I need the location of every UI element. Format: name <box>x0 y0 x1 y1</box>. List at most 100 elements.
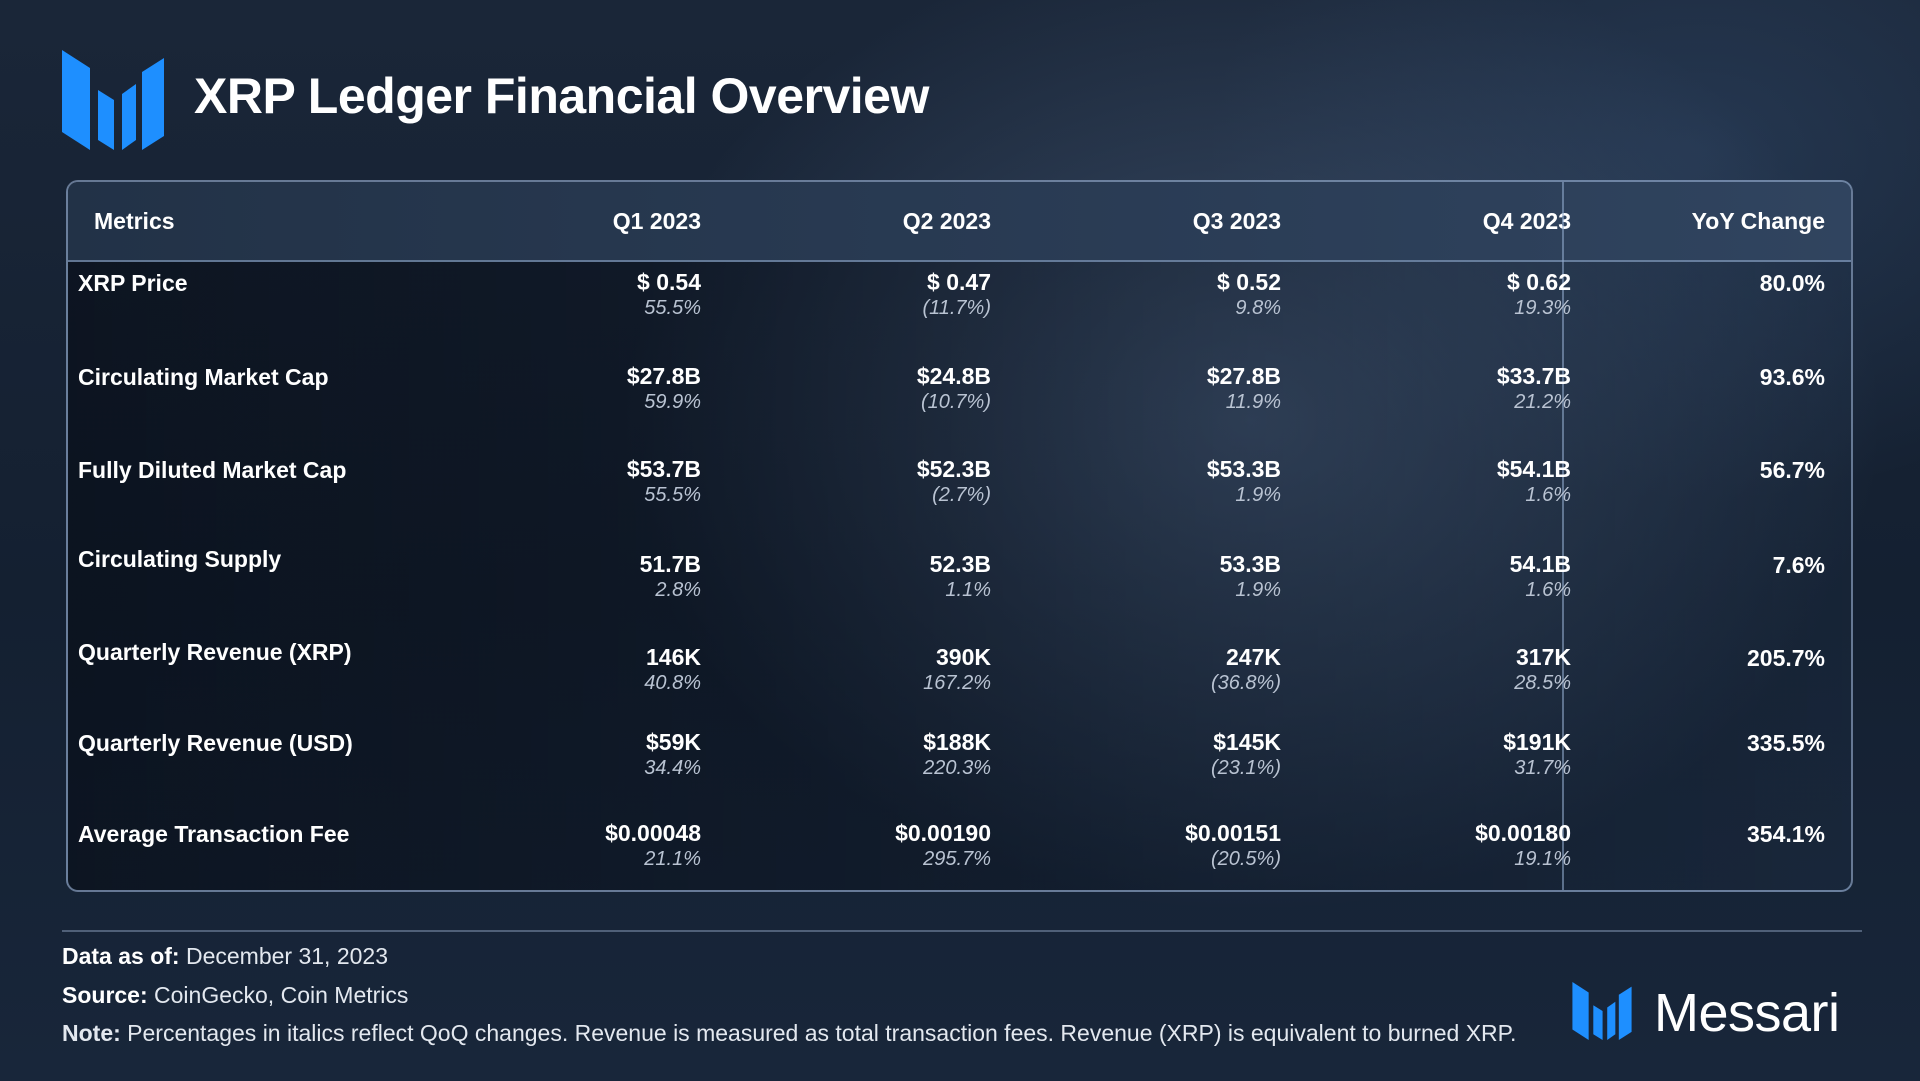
quarter-cell: $59K 34.4% <box>644 728 701 780</box>
quarter-value: 317K <box>1516 644 1571 670</box>
column-header-q4: Q4 2023 <box>1482 208 1571 234</box>
qoq-change: 55.5% <box>644 484 701 506</box>
table-row: Circulating Supply 51.7B 2.8% 52.3B 1.1% 53.3… <box>68 544 1851 634</box>
quarter-cell: 247K (36.8%) <box>1211 643 1281 695</box>
qoq-change: 21.1% <box>644 848 701 870</box>
note-value: Percentages in italics reflect QoQ chang… <box>127 1020 1517 1046</box>
brand: Messari <box>1572 982 1872 1042</box>
quarter-cell: $ 0.47 (11.7%) <box>922 268 991 320</box>
yoy-change: 56.7% <box>1759 457 1825 483</box>
yoy-column-divider <box>1562 182 1564 890</box>
quarter-value: $33.7B <box>1496 363 1571 389</box>
metric-label-xrp-price: XRP Price <box>78 270 188 296</box>
column-header-metrics: Metrics <box>94 208 175 234</box>
qoq-change: 1.6% <box>1525 579 1571 601</box>
note-label: Note: <box>62 1020 121 1046</box>
quarter-cell: $188K 220.3% <box>923 728 991 780</box>
quarter-cell: 52.3B 1.1% <box>930 550 991 602</box>
qoq-change: 11.9% <box>1225 391 1281 413</box>
table-row: XRP Price $ 0.54 55.5% $ 0.47 (11.7%) $ 0.52 9… <box>68 268 1851 358</box>
qoq-change: 59.9% <box>644 391 701 413</box>
quarter-value: 51.7B <box>639 551 701 577</box>
table-row: Quarterly Revenue (XRP) 146K 40.8% 390K 167.… <box>68 637 1851 727</box>
quarter-cell: $0.00151 (20.5%) <box>1185 819 1281 871</box>
quarter-value: $ 0.47 <box>927 269 991 295</box>
column-header-q1: Q1 2023 <box>612 208 701 234</box>
quarter-value: 247K <box>1226 644 1281 670</box>
qoq-change: (23.1%) <box>1210 757 1281 779</box>
yoy-change: 7.6% <box>1772 552 1825 578</box>
table-row: Circulating Market Cap $27.8B 59.9% $24.8B(… <box>68 362 1851 452</box>
table-row: Fully Diluted Market Cap $53.7B 55.5% $52.3… <box>68 455 1851 545</box>
qoq-change: 167.2% <box>923 672 991 694</box>
qoq-change: 1.9% <box>1235 484 1281 506</box>
qoq-change: 2.8% <box>655 579 701 601</box>
quarter-cell: 53.3B 1.9% <box>1220 550 1281 602</box>
qoq-change: 21.2% <box>1514 391 1571 413</box>
qoq-change: 220.3% <box>923 757 991 779</box>
quarter-value: $188K <box>923 729 991 755</box>
table-row: Quarterly Revenue (USD) $59K 34.4% $188K 220… <box>68 728 1851 818</box>
quarter-value: 390K <box>936 644 991 670</box>
quarter-cell: $27.8B 11.9% <box>1207 362 1281 414</box>
quarter-value: $24.8B <box>916 363 991 389</box>
quarter-cell: $27.8B 59.9% <box>627 362 701 414</box>
qoq-change: (11.7%) <box>922 297 991 319</box>
qoq-change: 1.9% <box>1235 579 1281 601</box>
quarter-value: $0.00190 <box>895 820 991 846</box>
quarter-cell: $0.00180 19.1% <box>1475 819 1571 871</box>
quarter-value: $ 0.54 <box>637 269 701 295</box>
quarter-value: $54.1B <box>1496 456 1571 482</box>
quarter-cell: $33.7B 21.2% <box>1497 362 1571 414</box>
quarter-value: $52.3B <box>916 456 991 482</box>
qoq-change: 34.4% <box>644 757 701 779</box>
qoq-change: 28.5% <box>1514 672 1571 694</box>
qoq-change: (20.5%) <box>1210 848 1281 870</box>
qoq-change: 295.7% <box>923 848 991 870</box>
quarter-cell: 146K 40.8% <box>644 643 701 695</box>
qoq-change: 55.5% <box>644 297 701 319</box>
qoq-change: (10.7%) <box>920 391 991 413</box>
table-header-row: Metrics Q1 2023 Q2 2023 Q3 2023 Q4 2023 … <box>68 182 1851 262</box>
quarter-cell: $0.00048 21.1% <box>605 819 701 871</box>
quarter-value: $27.8B <box>626 363 701 389</box>
data-as-of: Data as of: December 31, 2023 <box>62 941 388 971</box>
quarter-value: $145K <box>1213 729 1281 755</box>
qoq-change: (2.7%) <box>932 484 991 506</box>
quarter-cell: $ 0.54 55.5% <box>637 268 701 320</box>
quarter-value: $191K <box>1503 729 1571 755</box>
footer-divider <box>62 930 1862 932</box>
quarter-cell: $53.3B 1.9% <box>1207 455 1281 507</box>
quarter-value: $27.8B <box>1206 363 1281 389</box>
qoq-change: 19.1% <box>1514 848 1571 870</box>
qoq-change: 31.7% <box>1514 757 1571 779</box>
brand-name: Messari <box>1654 983 1840 1043</box>
data-as-of-value: December 31, 2023 <box>185 943 388 969</box>
quarter-cell: $52.3B (2.7%) <box>917 455 991 507</box>
quarter-value: $0.00151 <box>1185 820 1281 846</box>
quarter-value: 52.3B <box>929 551 991 577</box>
quarter-cell: 390K 167.2% <box>923 643 991 695</box>
yoy-change: 335.5% <box>1746 730 1825 756</box>
source: Source: CoinGecko, Coin Metrics <box>62 980 408 1010</box>
yoy-change: 80.0% <box>1759 270 1825 296</box>
table-row: Average Transaction Fee $0.00048 21.1% $0.0… <box>68 819 1851 890</box>
quarter-cell: $0.00190 295.7% <box>895 819 991 871</box>
qoq-change: 9.8% <box>1235 297 1281 319</box>
quarter-value: $53.7B <box>626 456 701 482</box>
column-header-q3: Q3 2023 <box>1192 208 1281 234</box>
quarter-value: 54.1B <box>1509 551 1571 577</box>
quarter-value: $ 0.62 <box>1507 269 1571 295</box>
quarter-cell: $54.1B 1.6% <box>1497 455 1571 507</box>
quarter-value: $0.00048 <box>605 820 701 846</box>
note: Note: Percentages in italics reflect QoQ… <box>62 1018 1522 1049</box>
quarter-value: $53.3B <box>1206 456 1281 482</box>
quarter-value: $59K <box>646 729 701 755</box>
quarter-value: 53.3B <box>1219 551 1281 577</box>
metric-label-circulating-supply: Circulating Supply <box>78 546 282 572</box>
yoy-change: 354.1% <box>1746 821 1825 847</box>
yoy-change: 205.7% <box>1746 645 1825 671</box>
metric-label-quarterly-revenue-xrp: Quarterly Revenue (XRP) <box>78 639 352 665</box>
qoq-change: (36.8%) <box>1210 672 1281 694</box>
quarter-cell: $ 0.52 9.8% <box>1217 268 1281 320</box>
